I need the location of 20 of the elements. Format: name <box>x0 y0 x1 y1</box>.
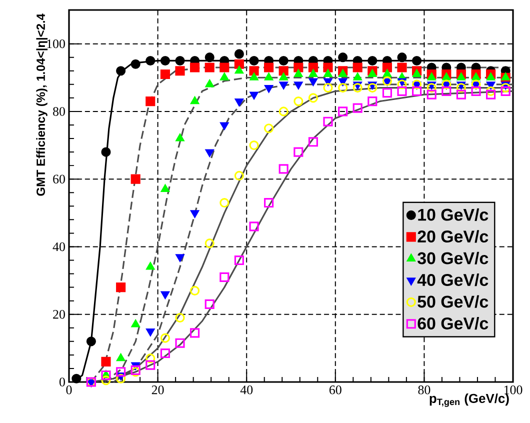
legend-label: 50 GeV/c <box>418 295 488 308</box>
y-axis-title: GMT Efficiency (%), 1.04<|η|<2.4 <box>36 14 48 196</box>
x-tick-label: 40 <box>240 386 253 394</box>
legend-label: 20 GeV/c <box>418 230 488 243</box>
y-tick-label: 0 <box>60 378 65 386</box>
y-tick-label: 60 <box>53 174 65 184</box>
x-tick-label: 0 <box>66 386 72 394</box>
x-tick-label: 60 <box>329 386 342 394</box>
x-axis-title: p$_{T,gen}$ (GeV/c) <box>430 393 509 407</box>
legend-label: 30 GeV/c <box>418 252 488 264</box>
x-tick-label: 80 <box>418 386 430 394</box>
y-tick-label: 80 <box>53 107 65 116</box>
y-tick-label: 20 <box>53 310 65 319</box>
y-tick-label: 40 <box>52 242 65 252</box>
x-tick-label: 20 <box>152 386 164 394</box>
y-tick-label: 100 <box>47 39 65 48</box>
legend-label: 10 GeV/c <box>418 208 488 221</box>
legend-label: 40 GeV/c <box>417 274 488 286</box>
legend-label: 60 GeV/c <box>418 317 488 330</box>
x-tick-label: 100 <box>504 386 522 394</box>
